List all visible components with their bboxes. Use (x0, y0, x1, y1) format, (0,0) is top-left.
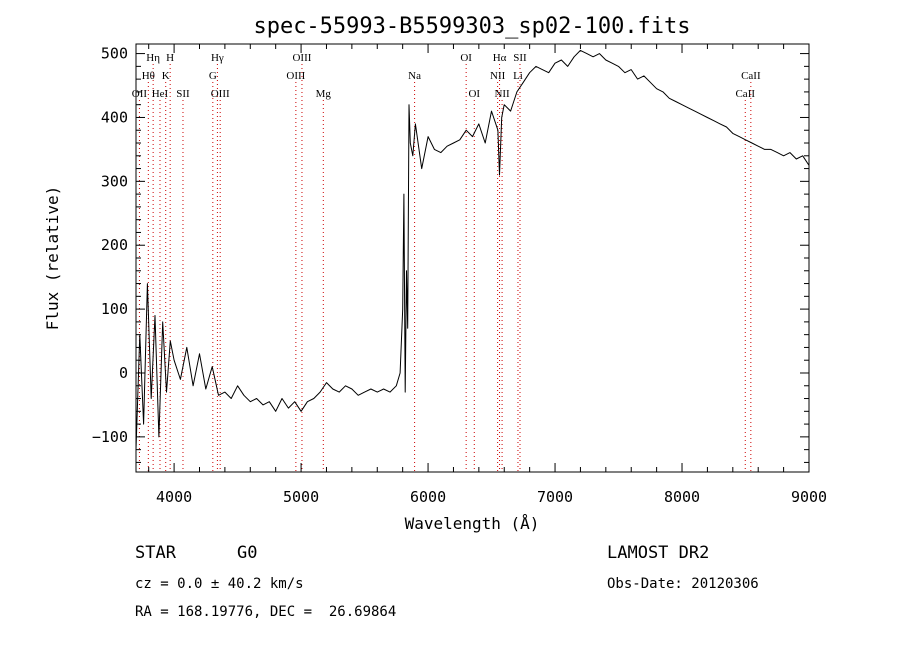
line-label: H (166, 52, 174, 64)
object-subclass: G0 (237, 543, 258, 563)
line-label: CaII (735, 88, 755, 100)
y-tick-label: 300 (101, 172, 128, 190)
line-label: OIII (292, 52, 311, 64)
survey-name: LAMOST DR2 (607, 543, 710, 563)
line-label: OIII (286, 70, 305, 82)
coordinates: RA = 168.19776, DEC = 26.69864 (135, 604, 397, 620)
y-tick-label: 400 (101, 108, 128, 126)
flux-line (135, 49, 810, 450)
line-label: OI (468, 88, 480, 100)
line-label: CaII (741, 70, 761, 82)
observation-date: Obs-Date: 20120306 (607, 576, 759, 592)
line-label: HeI (152, 88, 169, 100)
line-label: SII (176, 88, 190, 100)
line-label: Hθ (142, 70, 155, 82)
line-label: Na (408, 70, 421, 82)
redshift-velocity: cz = 0.0 ± 40.2 km/s (135, 576, 304, 592)
line-label: OI (460, 52, 472, 64)
line-markers (138, 64, 752, 472)
x-tick-label: 6000 (410, 488, 446, 506)
x-axis-label: Wavelength (Å) (405, 514, 540, 533)
y-tick-label: 100 (101, 300, 128, 318)
line-label: NII (494, 88, 510, 100)
line-label: Mg (316, 88, 332, 100)
line-labels: Hη H Hθ K OII HeI SII Hγ G OIII OIII OIII Mg Na OI OI Hα… (132, 52, 761, 100)
axes: 4000 5000 6000 7000 8000 9000 −100 0 100 200 300 40… (92, 43, 827, 506)
y-tick-label: −100 (92, 428, 128, 446)
y-tick-label: 200 (101, 236, 128, 254)
x-tick-label: 9000 (791, 488, 827, 506)
line-label: OII (132, 88, 148, 100)
line-label: OIII (211, 88, 230, 100)
line-label: SII (513, 52, 527, 64)
line-label: Hγ (211, 52, 224, 64)
x-tick-label: 7000 (537, 488, 573, 506)
line-label: Hα (493, 52, 507, 64)
flux-series (135, 49, 810, 450)
x-tick-label: 5000 (283, 488, 319, 506)
y-tick-label: 500 (101, 45, 128, 63)
line-label: NII (490, 70, 506, 82)
line-label: G (209, 70, 217, 82)
line-label: K (162, 70, 170, 82)
x-tick-label: 4000 (156, 488, 192, 506)
y-tick-label: 0 (119, 364, 128, 382)
plot-frame (135, 43, 810, 473)
object-class: STAR (135, 543, 176, 563)
chart-title: spec-55993-B5599303_sp02-100.fits (253, 14, 690, 39)
line-label: Li (513, 70, 523, 82)
x-tick-label: 8000 (664, 488, 700, 506)
y-axis-label: Flux (relative) (43, 186, 62, 331)
line-label: Hη (146, 52, 160, 64)
